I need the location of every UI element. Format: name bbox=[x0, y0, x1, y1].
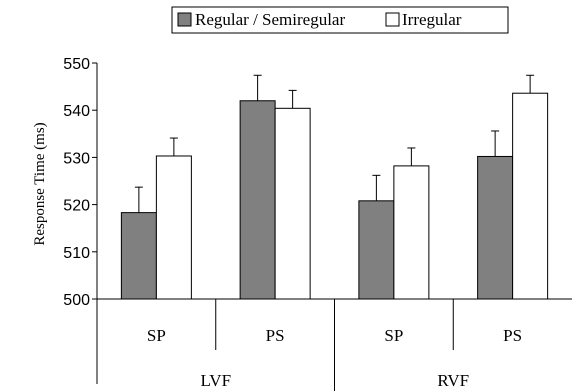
x-axis-dividers bbox=[215, 299, 454, 391]
y-tick-label: 510 bbox=[63, 245, 90, 262]
bar-irregular-2 bbox=[393, 165, 430, 300]
y-tick-label: 550 bbox=[63, 56, 90, 73]
category-label: SP bbox=[147, 326, 166, 345]
legend: Regular / Semiregular Irregular bbox=[171, 6, 509, 34]
bar-regular-1 bbox=[239, 100, 276, 300]
legend-label-irregular: Irregular bbox=[402, 10, 462, 29]
legend-swatch-regular bbox=[177, 12, 192, 27]
category-label: PS bbox=[503, 326, 522, 345]
category-label: PS bbox=[266, 326, 285, 345]
category-labels: SP PS SP PS bbox=[147, 326, 522, 345]
bar-regular-0 bbox=[120, 212, 157, 300]
group-label: LVF bbox=[200, 371, 231, 390]
group-label: RVF bbox=[437, 371, 469, 390]
y-tick-label: 500 bbox=[63, 292, 90, 309]
bar-irregular-3 bbox=[512, 92, 549, 300]
legend-label-regular: Regular / Semiregular bbox=[195, 10, 345, 29]
bars bbox=[120, 92, 549, 300]
y-tick-label: 530 bbox=[63, 150, 90, 167]
bar-irregular-1 bbox=[274, 107, 311, 300]
legend-frame bbox=[171, 6, 509, 34]
group-labels: LVF RVF bbox=[200, 371, 469, 390]
bar-irregular-0 bbox=[155, 155, 192, 300]
y-tick-label: 540 bbox=[63, 103, 90, 120]
bar-regular-2 bbox=[358, 200, 395, 300]
legend-swatch-irregular bbox=[385, 12, 400, 27]
y-axis-label: Response Time (ms) bbox=[32, 122, 48, 245]
y-axis-ticks: 500 510 520 530 540 550 bbox=[63, 56, 97, 309]
y-tick-label: 520 bbox=[63, 198, 90, 215]
error-bars bbox=[134, 74, 535, 213]
bar-regular-3 bbox=[477, 155, 514, 300]
category-label: SP bbox=[384, 326, 403, 345]
